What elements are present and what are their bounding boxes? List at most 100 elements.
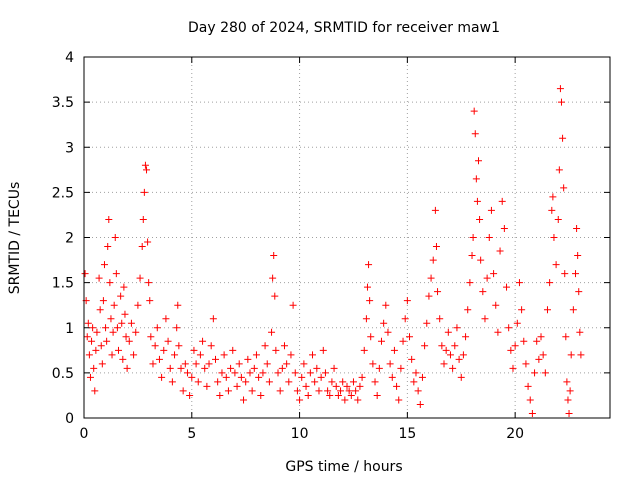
data-point bbox=[367, 333, 375, 341]
data-point bbox=[468, 252, 476, 260]
data-point bbox=[248, 387, 256, 395]
data-point bbox=[81, 270, 89, 278]
data-point bbox=[291, 369, 299, 377]
data-point bbox=[90, 364, 98, 372]
data-point bbox=[255, 373, 263, 381]
data-point bbox=[492, 301, 500, 309]
data-point bbox=[552, 261, 560, 269]
data-point bbox=[119, 355, 127, 363]
grid bbox=[84, 57, 610, 418]
data-point bbox=[143, 166, 151, 174]
data-point bbox=[257, 391, 265, 399]
x-tick-label: 10 bbox=[291, 426, 309, 442]
data-point bbox=[242, 378, 250, 386]
data-point bbox=[470, 107, 478, 115]
data-point bbox=[475, 157, 482, 165]
data-point bbox=[147, 333, 155, 341]
data-point bbox=[218, 369, 226, 377]
data-point bbox=[343, 382, 351, 390]
y-tick-label: 1.5 bbox=[52, 276, 74, 292]
data-point bbox=[473, 197, 481, 205]
data-point bbox=[574, 252, 582, 260]
data-point bbox=[158, 373, 166, 381]
data-point bbox=[315, 387, 323, 395]
data-point bbox=[481, 315, 489, 323]
data-point bbox=[261, 342, 269, 350]
data-point bbox=[496, 247, 504, 255]
data-point bbox=[112, 270, 120, 278]
data-point bbox=[298, 373, 306, 381]
data-point bbox=[127, 319, 135, 327]
data-point bbox=[425, 292, 433, 300]
data-point bbox=[494, 328, 502, 336]
data-point bbox=[414, 387, 422, 395]
data-point bbox=[498, 197, 506, 205]
y-tick-label: 3.5 bbox=[52, 95, 74, 111]
data-point bbox=[503, 283, 511, 291]
data-point bbox=[186, 391, 194, 399]
data-point bbox=[438, 342, 446, 350]
data-point bbox=[330, 364, 338, 372]
x-tick-label: 20 bbox=[506, 426, 524, 442]
data-point bbox=[109, 328, 117, 336]
data-point bbox=[216, 391, 224, 399]
data-point bbox=[377, 337, 385, 345]
data-point bbox=[483, 274, 491, 282]
data-point bbox=[390, 346, 398, 354]
data-point bbox=[313, 364, 321, 372]
data-point bbox=[462, 333, 470, 341]
plot-frame bbox=[83, 56, 611, 419]
data-point bbox=[231, 369, 239, 377]
data-point bbox=[455, 355, 463, 363]
data-point bbox=[88, 337, 96, 345]
data-point bbox=[457, 373, 465, 381]
x-tick-label: 15 bbox=[398, 426, 416, 442]
data-point bbox=[354, 396, 362, 404]
data-point bbox=[418, 373, 426, 381]
data-point bbox=[371, 378, 379, 386]
data-point bbox=[324, 387, 332, 395]
data-point bbox=[120, 283, 128, 291]
data-point bbox=[466, 279, 474, 287]
data-point bbox=[449, 364, 457, 372]
data-point bbox=[560, 184, 568, 192]
data-point bbox=[476, 215, 484, 223]
data-point bbox=[332, 382, 340, 390]
data-point bbox=[132, 328, 140, 336]
data-point bbox=[429, 256, 437, 264]
data-point bbox=[155, 355, 163, 363]
data-point bbox=[471, 130, 479, 138]
data-point bbox=[464, 306, 472, 314]
data-point bbox=[556, 85, 564, 93]
data-point bbox=[555, 166, 563, 174]
data-point bbox=[207, 342, 215, 350]
data-point bbox=[83, 333, 91, 341]
data-point bbox=[388, 373, 396, 381]
data-point bbox=[153, 324, 161, 332]
data-point bbox=[326, 391, 334, 399]
data-point bbox=[453, 324, 461, 332]
data-point bbox=[122, 333, 130, 341]
data-point bbox=[100, 261, 108, 269]
data-point bbox=[485, 234, 493, 241]
data-point bbox=[278, 364, 286, 372]
data-point bbox=[507, 346, 515, 354]
data-point bbox=[173, 324, 181, 332]
data-point bbox=[194, 378, 202, 386]
data-point bbox=[280, 342, 288, 350]
data-point bbox=[469, 234, 477, 241]
data-point bbox=[490, 270, 498, 278]
data-point bbox=[272, 346, 280, 354]
data-point bbox=[356, 382, 364, 390]
data-point bbox=[505, 324, 513, 332]
data-point bbox=[283, 360, 291, 368]
data-point bbox=[431, 206, 439, 214]
data-point bbox=[268, 328, 276, 336]
data-point bbox=[386, 360, 394, 368]
data-point bbox=[487, 206, 495, 214]
data-point bbox=[365, 261, 373, 269]
data-point bbox=[293, 387, 301, 395]
data-point bbox=[395, 396, 403, 404]
data-point bbox=[434, 288, 442, 296]
